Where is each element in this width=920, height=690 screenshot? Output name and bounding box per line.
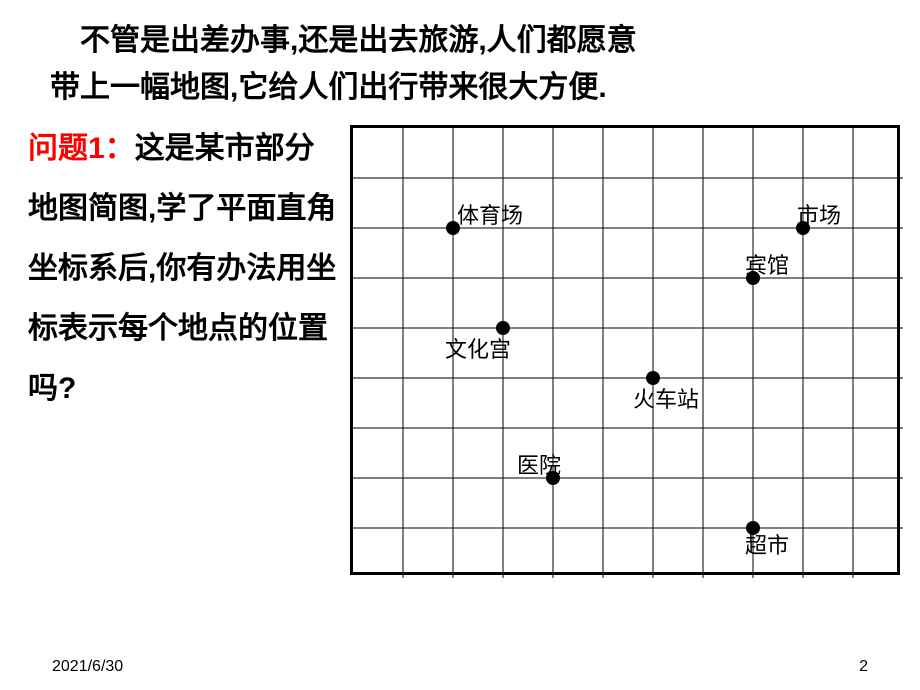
main-row: 问题1：这是某市部分地图简图,学了平面直角坐标系后,你有办法用坐标表示每个地点的… [20, 115, 900, 575]
map-grid: 体育场 市场宾馆文化宫火车站医院超市 [350, 125, 900, 575]
map-label-超市: 超市 [745, 528, 789, 560]
question-body: 这是某市部分地图简图,学了平面直角坐标系后,你有办法用坐标表示每个地点的位置吗? [28, 132, 336, 405]
map-label-火车站: 火车站 [633, 382, 699, 414]
footer-date: 2021/6/30 [52, 658, 123, 676]
map-label-体育场: 体育场 [457, 198, 523, 230]
grid-svg [353, 128, 903, 578]
page-number: 2 [859, 658, 868, 676]
map-container: 体育场 市场宾馆文化宫火车站医院超市 [350, 125, 900, 575]
map-label-文化宫: 文化宫 [445, 332, 511, 364]
question-block: 问题1：这是某市部分地图简图,学了平面直角坐标系后,你有办法用坐标表示每个地点的… [20, 115, 338, 419]
intro-text: 不管是出差办事,还是出去旅游,人们都愿意 带上一幅地图,它给人们出行带来很大方便… [20, 18, 900, 111]
map-label-市场: 市场 [797, 198, 841, 230]
intro-line1: 不管是出差办事,还是出去旅游,人们都愿意 [50, 18, 900, 65]
map-label-宾馆: 宾馆 [745, 248, 789, 280]
intro-line2: 带上一幅地图,它给人们出行带来很大方便. [50, 65, 900, 112]
question-label: 问题1： [28, 132, 135, 165]
map-label-医院: 医院 [517, 448, 561, 480]
